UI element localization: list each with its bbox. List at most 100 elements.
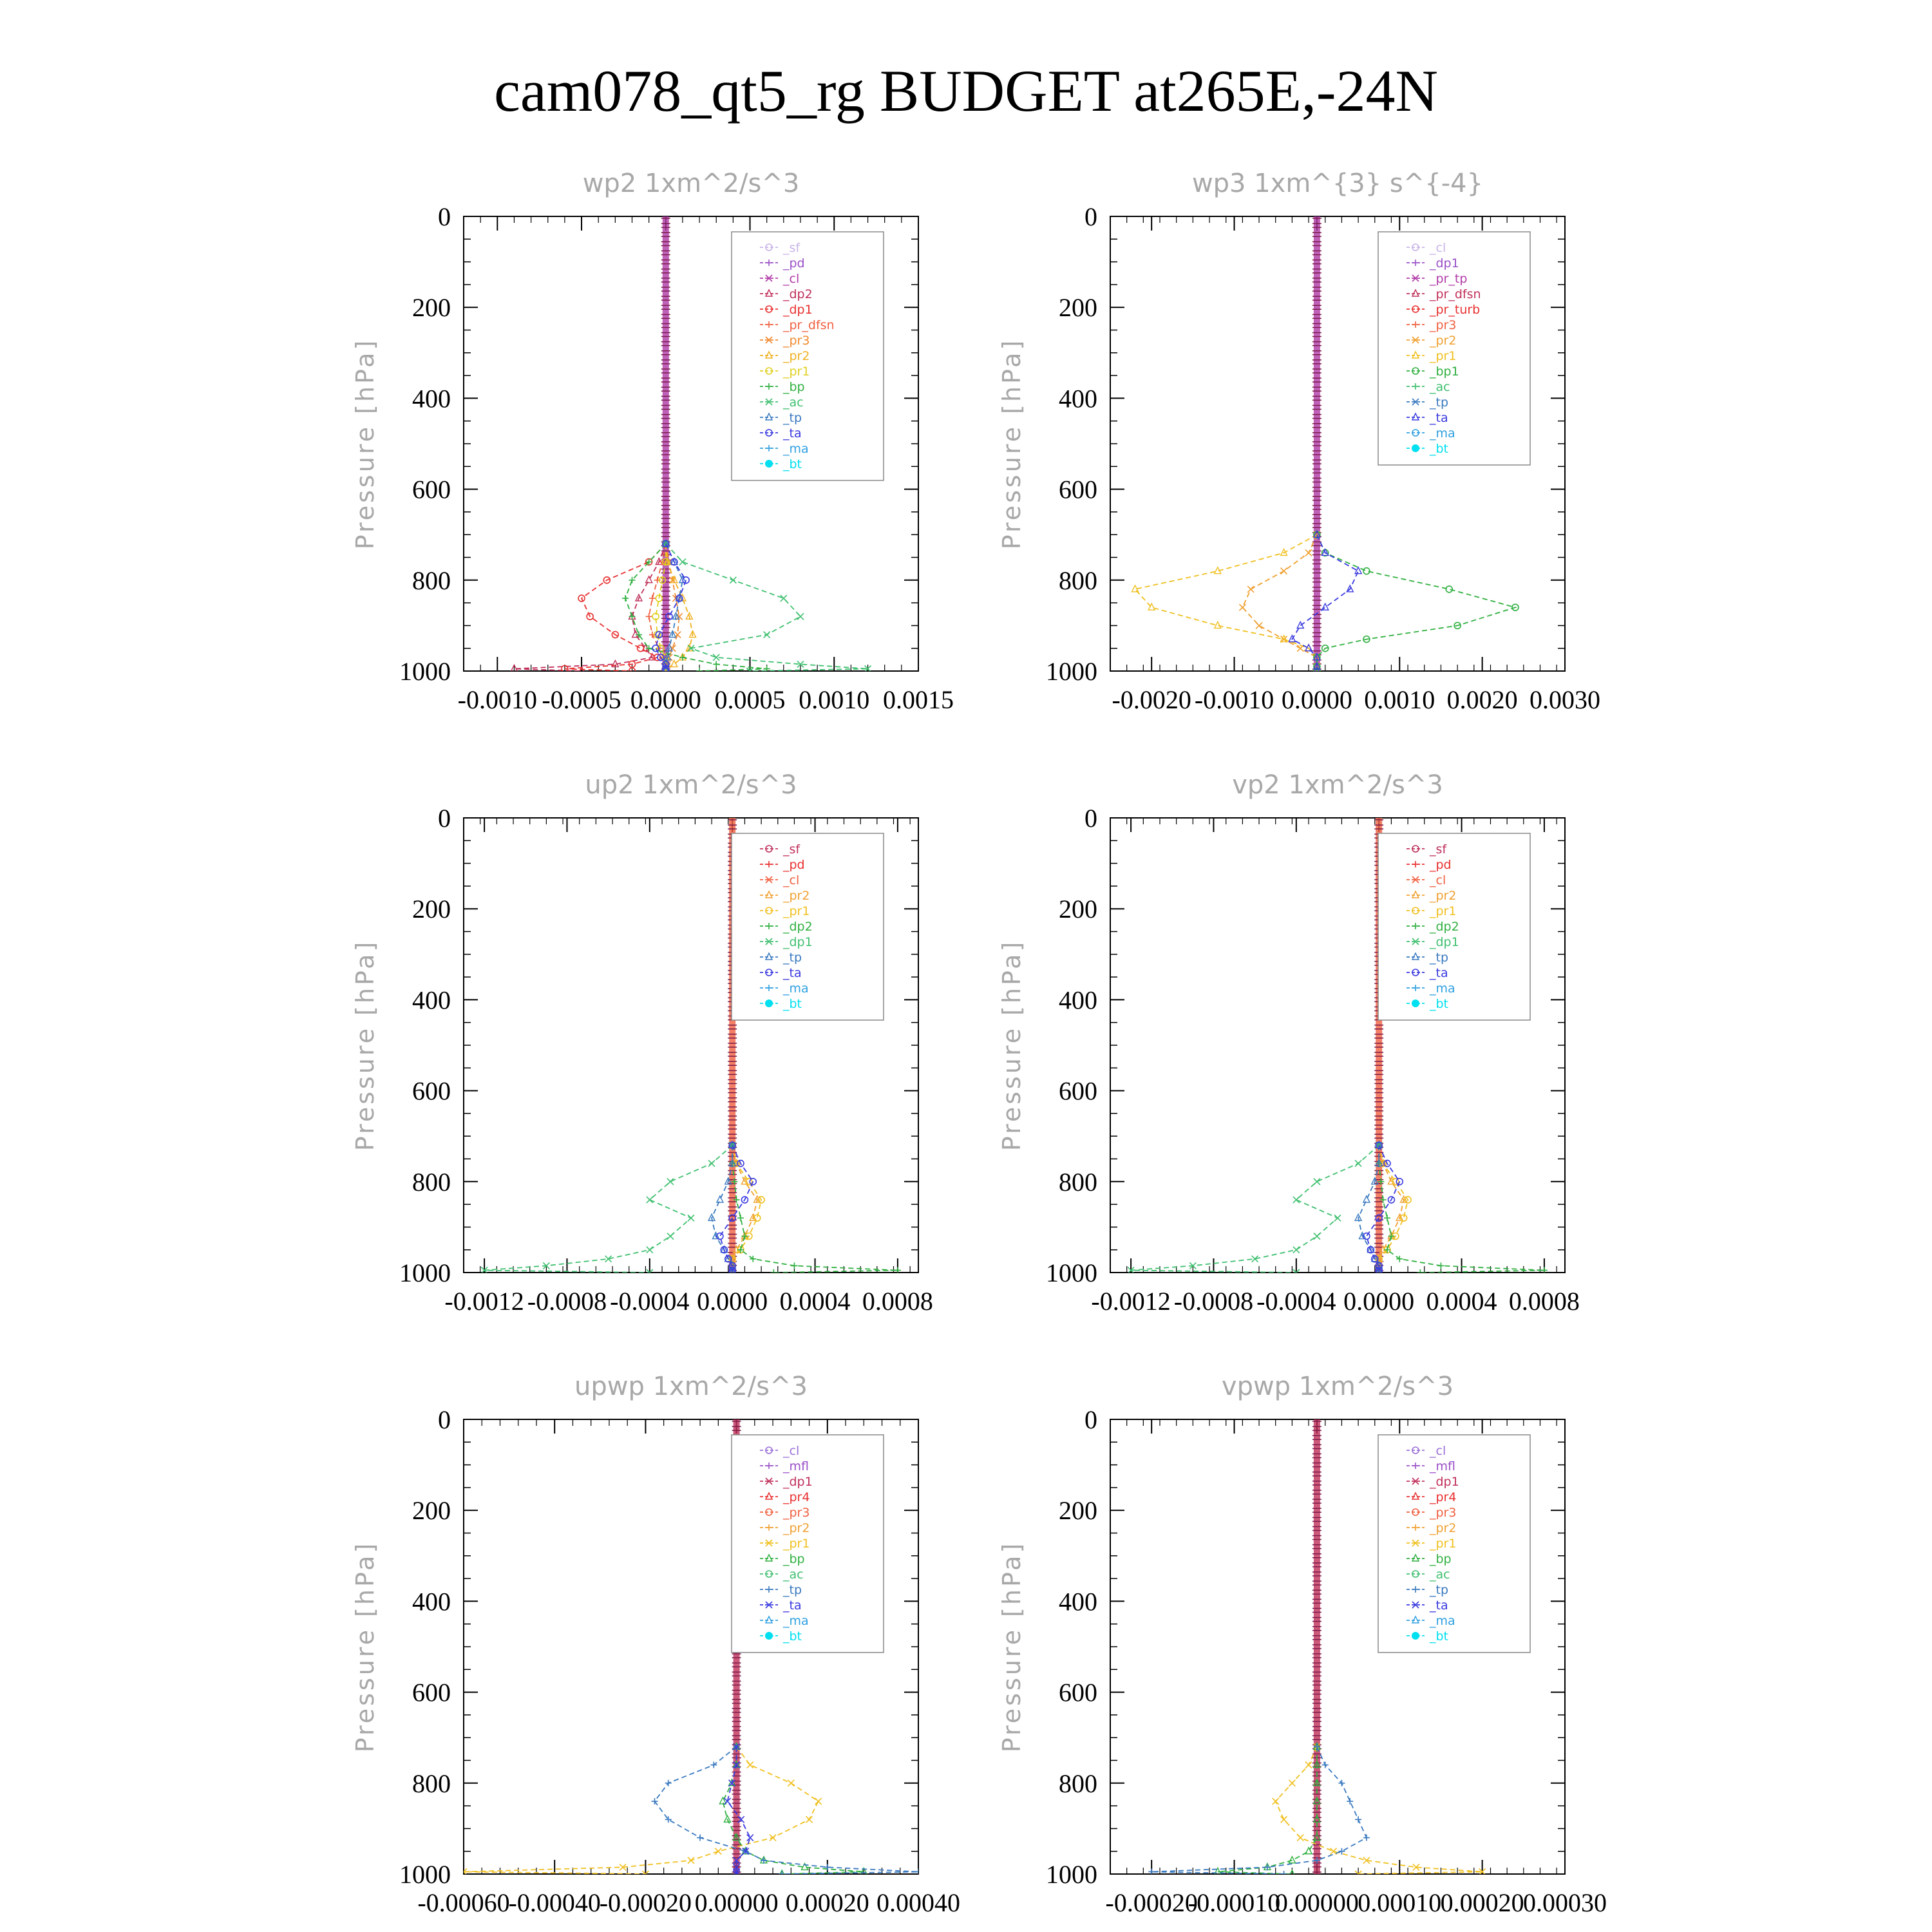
data-point bbox=[665, 643, 674, 652]
legend-entry: _dp1 bbox=[1406, 256, 1459, 270]
legend-label: _bp bbox=[1429, 1552, 1452, 1566]
data-point bbox=[760, 1857, 767, 1864]
legend-entry: _pr_dfsn bbox=[760, 318, 835, 332]
zero-series-marker bbox=[1312, 486, 1321, 492]
data-point bbox=[670, 556, 678, 565]
data-point bbox=[749, 1213, 757, 1221]
data-point bbox=[655, 630, 663, 639]
zero-series-marker bbox=[1312, 1662, 1321, 1667]
data-point bbox=[665, 1816, 672, 1823]
data-point bbox=[765, 398, 773, 406]
zero-series-marker bbox=[1374, 1070, 1384, 1075]
data-point bbox=[1288, 634, 1296, 643]
legend-entry: _pr1 bbox=[760, 904, 810, 918]
data-point bbox=[1127, 1266, 1135, 1273]
zero-series-marker bbox=[728, 1106, 737, 1112]
data-point bbox=[1293, 1196, 1300, 1204]
data-point bbox=[697, 1834, 704, 1841]
data-point bbox=[1396, 1255, 1403, 1262]
zero-series-marker bbox=[728, 1088, 737, 1094]
data-point bbox=[733, 1743, 741, 1750]
y-tick-label: 400 bbox=[1059, 1587, 1097, 1616]
legend-label: _pr2 bbox=[1429, 1521, 1456, 1535]
legend-label: _cl bbox=[782, 272, 799, 286]
data-point bbox=[561, 665, 569, 671]
data-point bbox=[1376, 1267, 1381, 1273]
data-point bbox=[716, 1232, 724, 1240]
zero-series-marker bbox=[661, 450, 670, 455]
data-point bbox=[696, 668, 703, 671]
legend-label: _ac bbox=[1429, 1567, 1450, 1582]
data-point bbox=[1214, 1866, 1222, 1874]
data-point bbox=[619, 1863, 627, 1871]
data-point bbox=[764, 952, 773, 960]
legend-label: _mfl bbox=[782, 1459, 809, 1473]
data-point bbox=[741, 1177, 749, 1185]
data-area bbox=[510, 216, 872, 671]
data-point bbox=[1272, 1797, 1280, 1805]
data-point bbox=[661, 540, 670, 548]
data-point bbox=[1338, 1848, 1345, 1855]
legend-label: _dp2 bbox=[782, 920, 813, 934]
zero-series-marker bbox=[1312, 559, 1321, 565]
data-point bbox=[765, 305, 773, 313]
x-tick-label: -0.0012 bbox=[1091, 1287, 1170, 1316]
data-point bbox=[764, 350, 773, 359]
data-point bbox=[1383, 1159, 1391, 1168]
legend-label: _bp bbox=[782, 380, 805, 394]
data-point bbox=[728, 1266, 736, 1273]
zero-series-marker bbox=[1374, 1224, 1384, 1230]
data-point bbox=[480, 1266, 488, 1273]
zero-series-marker bbox=[728, 1197, 737, 1202]
data-point bbox=[766, 985, 772, 991]
legend-label: _tp bbox=[782, 1583, 802, 1597]
series_ta bbox=[723, 1743, 754, 1874]
legend-entry: _dp1 bbox=[760, 935, 813, 949]
data-point bbox=[1296, 620, 1305, 629]
data-point bbox=[1378, 1178, 1385, 1185]
data-point bbox=[707, 1213, 716, 1221]
zero-series-marker bbox=[1312, 350, 1321, 355]
zero-series-marker bbox=[1374, 1106, 1384, 1112]
zero-series-marker bbox=[728, 1097, 737, 1103]
data-point bbox=[1384, 1215, 1391, 1222]
data-point bbox=[729, 576, 737, 584]
data-point bbox=[1412, 1586, 1419, 1593]
data-point bbox=[1375, 1140, 1383, 1149]
data-point bbox=[915, 1868, 918, 1874]
zero-series-marker bbox=[1312, 587, 1321, 592]
zero-series-marker bbox=[1374, 1061, 1384, 1066]
y-tick-label: 1000 bbox=[1046, 657, 1097, 686]
data-point bbox=[791, 1262, 798, 1269]
data-point bbox=[797, 660, 804, 668]
legend-marker bbox=[765, 1632, 773, 1640]
zero-series-marker bbox=[1312, 1680, 1321, 1686]
data-point bbox=[733, 1761, 741, 1769]
data-point bbox=[1280, 1815, 1288, 1823]
legend-label: _tp bbox=[1429, 951, 1448, 965]
legend-label: _dp1 bbox=[1429, 256, 1459, 270]
data-point bbox=[779, 1869, 784, 1874]
data-point bbox=[732, 1832, 741, 1841]
zero-series-marker bbox=[1312, 1653, 1321, 1658]
x-tick-label: 0.00020 bbox=[1441, 1888, 1524, 1917]
data-point bbox=[1313, 1232, 1321, 1240]
data-point bbox=[629, 576, 636, 583]
data-point bbox=[1379, 1245, 1387, 1253]
series-line bbox=[732, 1145, 898, 1273]
data-point bbox=[728, 1141, 736, 1150]
data-point bbox=[797, 612, 804, 620]
y-tick-label: 400 bbox=[412, 985, 451, 1014]
data-point bbox=[1370, 1254, 1379, 1262]
legend-label: _ma bbox=[782, 1614, 809, 1628]
zero-series-marker bbox=[728, 1233, 737, 1239]
y-tick-label: 1000 bbox=[1046, 1860, 1097, 1889]
series-line bbox=[1217, 1747, 1318, 1874]
data-point bbox=[1358, 1231, 1367, 1240]
legend-entry: _dp1 bbox=[760, 303, 813, 317]
data-point bbox=[464, 1868, 468, 1874]
series_ta bbox=[716, 1141, 757, 1273]
data-point bbox=[1411, 289, 1420, 297]
zero-series-marker bbox=[1312, 268, 1321, 274]
y-tick-label: 0 bbox=[1084, 804, 1097, 833]
